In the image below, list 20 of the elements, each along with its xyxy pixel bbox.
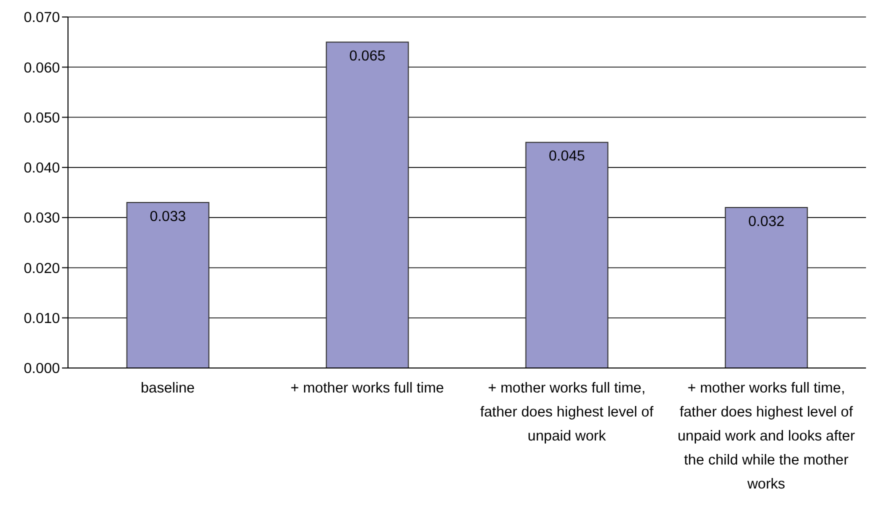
x-tick-label: + mother works full time, father does highest level of unpaid work: [480, 380, 654, 444]
y-tick-label: 0.050: [24, 110, 60, 126]
data-label: 0.032: [748, 214, 784, 230]
data-label: 0.045: [548, 148, 585, 165]
y-tick-label: 0.020: [24, 260, 60, 277]
y-tick-label: 0.000: [24, 361, 60, 378]
data-label: 0.065: [349, 48, 386, 64]
y-tick-label: 0.030: [24, 210, 60, 227]
y-tick-label: 0.070: [24, 10, 60, 26]
x-tick-label: + mother works full time: [290, 380, 444, 396]
x-tick-label: baseline: [140, 380, 195, 396]
bar: [525, 142, 608, 368]
y-tick-label: 0.010: [24, 311, 60, 328]
data-label: 0.033: [150, 208, 186, 225]
bar: [126, 202, 210, 368]
y-tick-label: 0.040: [24, 160, 60, 177]
x-tick-label: + mother works full time, father does highest level of unpaid work and looks after the child while the mother works: [678, 380, 856, 492]
bar: [724, 207, 808, 368]
y-tick-label: 0.060: [24, 60, 60, 76]
bar: [326, 42, 409, 368]
